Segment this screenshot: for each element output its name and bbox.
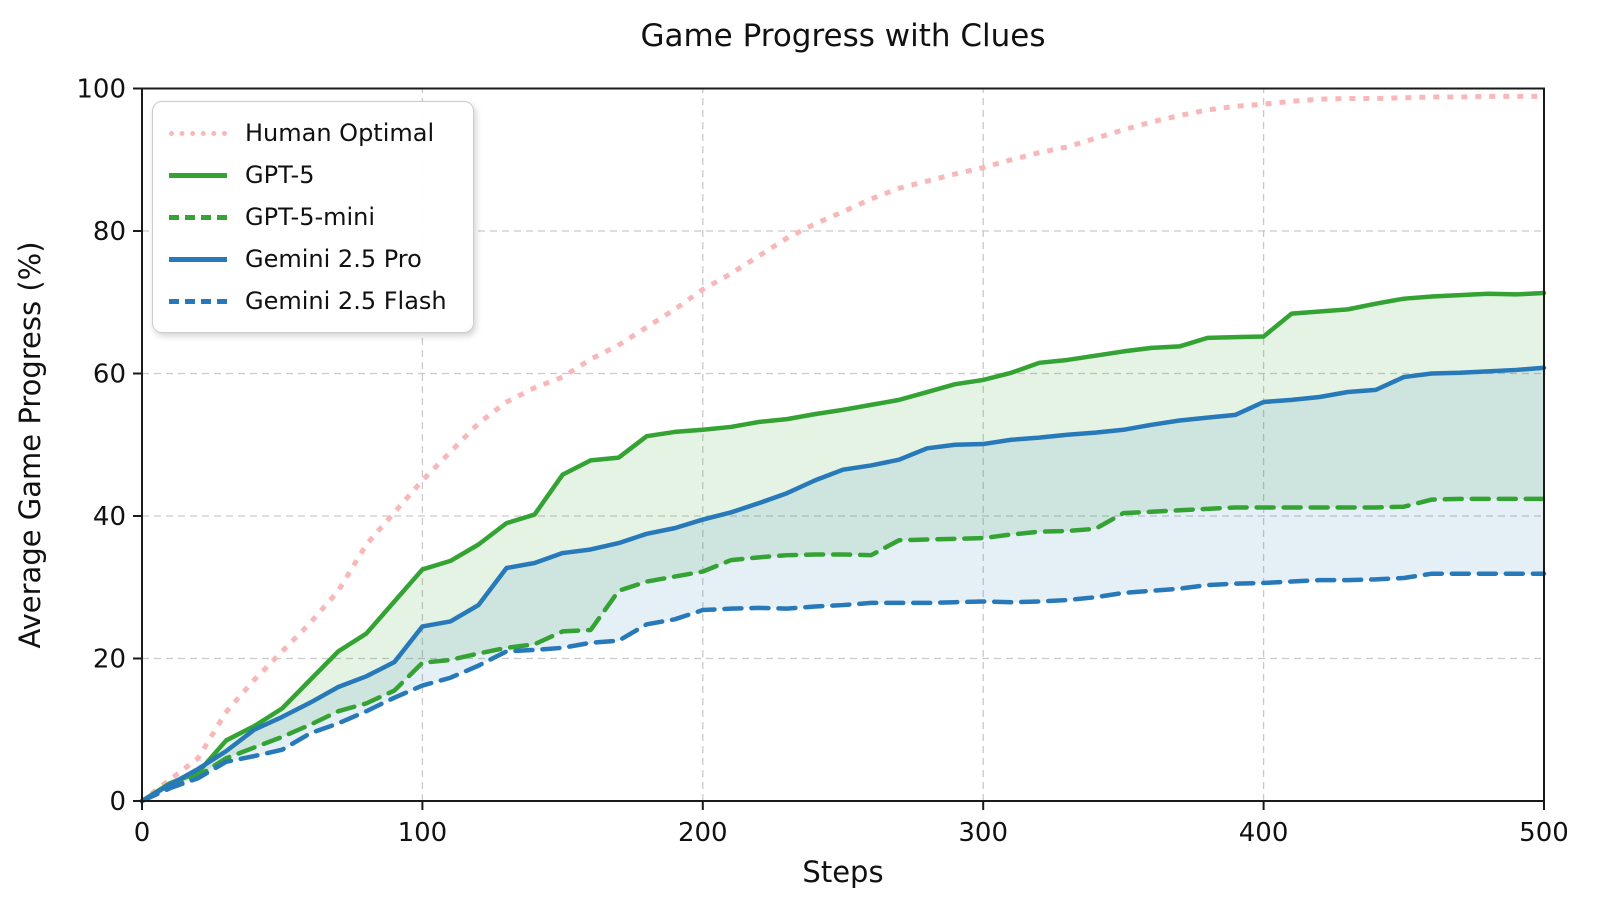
legend-label: GPT-5: [245, 161, 315, 189]
svg-text:60: 60: [93, 360, 126, 390]
tick-marks-and-labels: 0 100 200 300 400 500 0 20 40 60 80 100: [76, 75, 1568, 849]
svg-text:400: 400: [1239, 818, 1289, 848]
fill-bands: [142, 292, 1544, 801]
legend: Human Optimal GPT-5 GPT-5-mini Gemini 2.…: [152, 101, 474, 333]
legend-item-gpt-5: GPT-5: [169, 154, 447, 196]
svg-text:40: 40: [93, 502, 126, 532]
legend-label: Gemini 2.5 Pro: [245, 245, 422, 273]
x-axis-label: Steps: [802, 855, 883, 889]
legend-item-human-optimal: Human Optimal: [169, 112, 447, 154]
svg-text:80: 80: [93, 217, 126, 247]
legend-swatch-gemini-2-5-pro: [169, 256, 227, 262]
legend-item-gemini-2-5-flash: Gemini 2.5 Flash: [169, 280, 447, 322]
svg-text:0: 0: [109, 787, 126, 817]
legend-swatch-gemini-2-5-flash: [169, 298, 227, 304]
svg-text:500: 500: [1519, 818, 1569, 848]
svg-text:200: 200: [678, 818, 728, 848]
svg-text:300: 300: [958, 818, 1008, 848]
chart-title: Game Progress with Clues: [640, 18, 1045, 54]
legend-item-gpt-5-mini: GPT-5-mini: [169, 196, 447, 238]
legend-label: Gemini 2.5 Flash: [245, 287, 447, 315]
axes-spines: [141, 87, 1545, 802]
legend-label: Human Optimal: [245, 119, 435, 147]
legend-swatch-human-optimal: [169, 130, 227, 136]
svg-text:100: 100: [398, 818, 448, 848]
legend-swatch-gpt-5: [169, 172, 227, 178]
legend-swatch-gpt-5-mini: [169, 214, 227, 220]
svg-text:100: 100: [76, 75, 126, 105]
legend-label: GPT-5-mini: [245, 203, 376, 231]
series-lines: [138, 93, 1547, 805]
svg-text:20: 20: [93, 645, 126, 675]
y-axis-label: Average Game Progress (%): [13, 241, 47, 648]
svg-text:0: 0: [134, 818, 151, 848]
legend-item-gemini-2-5-pro: Gemini 2.5 Pro: [169, 238, 447, 280]
